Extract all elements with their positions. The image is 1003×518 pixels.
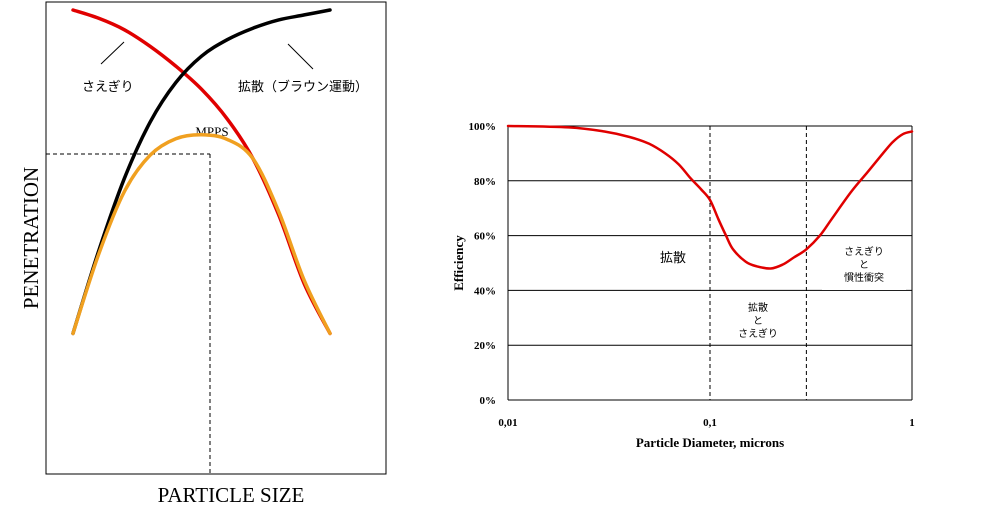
diffusion-leader-line — [287, 43, 314, 70]
region-label-mixed-line-2: と — [753, 315, 763, 327]
region-label-diffusion: 拡散 — [660, 251, 686, 266]
right-y-axis-label: Efficiency — [451, 235, 466, 291]
interception-leader-line — [100, 41, 125, 65]
region-label-inertia-line-3: 慣性衝突 — [844, 271, 884, 284]
series-line-diffusion — [71, 8, 332, 336]
y-tick-label: 20% — [474, 340, 496, 352]
x-tick-label: 0,1 — [703, 417, 717, 429]
series-line-efficiency — [506, 124, 914, 270]
region-label-mixed-line-1: 拡散 — [748, 301, 768, 314]
diffusion-label: 拡散（ブラウン運動） — [238, 79, 368, 95]
region-label-inertia-background — [822, 240, 906, 290]
right-x-axis-label: Particle Diameter, microns — [636, 435, 784, 450]
region-label-mixed-line-3: さえぎり — [738, 327, 778, 340]
right-y-tick-labels: 0% 20% 40% 60% 80% 100% — [469, 121, 497, 407]
series-line-penetration-total — [71, 132, 332, 336]
region-label-mixed: 拡散 と さえぎり — [738, 301, 778, 340]
region-label-interception-inertia: さえぎり と 慣性衝突 — [844, 245, 884, 284]
region-label-inertia-line-1: さえぎり — [844, 245, 884, 258]
left-x-axis-label: PARTICLE SIZE — [158, 483, 305, 507]
region-reference-lines — [709, 126, 807, 400]
y-tick-label: 100% — [469, 121, 497, 133]
x-tick-label: 1 — [909, 417, 915, 429]
left-y-axis-label: PENETRATION — [19, 167, 43, 309]
y-tick-label: 40% — [474, 285, 496, 297]
right-chart: 0% 20% 40% 60% 80% 100% 0,01 0,1 1 Efficiency P… — [451, 121, 915, 450]
interception-label: さえぎり — [82, 80, 134, 95]
right-gridlines — [508, 125, 912, 346]
series-line-interception — [71, 8, 332, 336]
left-chart: PENETRATION PARTICLE SIZE さえぎり 拡散（ブラウン運動… — [19, 1, 387, 507]
right-x-tick-labels: 0,01 0,1 1 — [498, 417, 914, 429]
y-tick-label: 0% — [480, 395, 497, 407]
y-tick-label: 60% — [474, 231, 496, 243]
left-plot-frame — [45, 1, 387, 475]
y-tick-label: 80% — [474, 176, 496, 188]
x-tick-label: 0,01 — [498, 417, 517, 429]
region-label-inertia-line-2: と — [859, 259, 869, 271]
